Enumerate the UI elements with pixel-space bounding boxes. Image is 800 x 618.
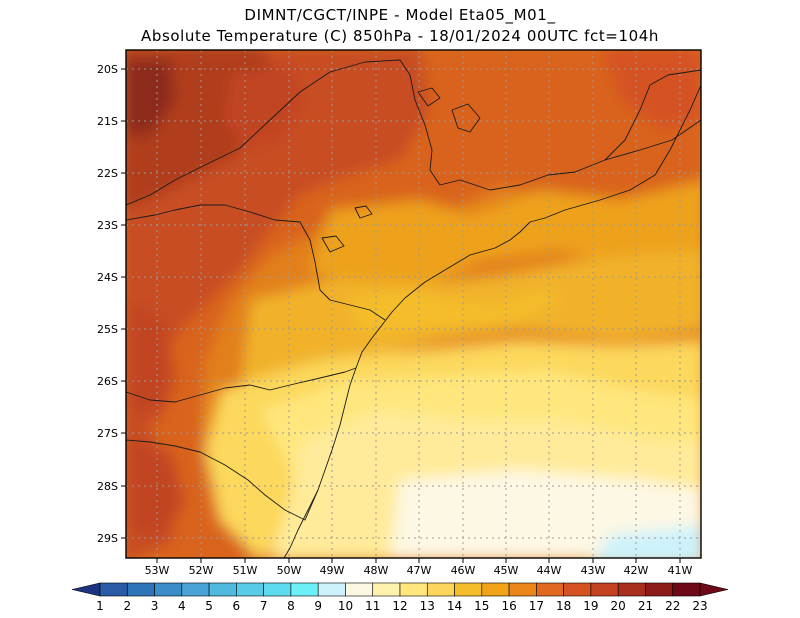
lon-label: 48W — [364, 564, 389, 577]
colorbar-label: 22 — [665, 599, 680, 613]
colorbar-swatch — [317, 582, 346, 597]
colorbar-label: 21 — [638, 599, 653, 613]
colorbar-label: 12 — [392, 599, 407, 613]
map-title-line1: DIMNT/CGCT/INPE - Model Eta05_M01_ — [244, 6, 556, 24]
lon-label: 45W — [494, 564, 519, 577]
lat-label: 25S — [97, 323, 118, 336]
colorbar: 1 2 3 4 5 6 7 8 9 10 11 12 13 14 15 16 17 18 19 20 21 22 23 — [71, 582, 729, 613]
colorbar-label: 18 — [556, 599, 571, 613]
lon-label: 50W — [277, 564, 302, 577]
map-frame — [125, 49, 702, 559]
colorbar-label: 2 — [123, 599, 131, 613]
colorbar-label: 8 — [287, 599, 295, 613]
colorbar-swatch — [454, 582, 483, 597]
colorbar-label: 14 — [447, 599, 462, 613]
lat-label: 22S — [97, 167, 118, 180]
state-border-rj-es — [604, 119, 701, 161]
colorbar-swatch — [236, 582, 264, 597]
colorbar-label: 5 — [205, 599, 213, 613]
latitude-axis: 20S 21S 22S 23S 24S 25S 26S 27S 28S 29S — [97, 63, 126, 545]
lat-label: 26S — [97, 375, 118, 388]
state-border-ms-pr — [126, 204, 201, 221]
colorbar-swatch — [617, 582, 646, 597]
colorbar-label: 15 — [474, 599, 489, 613]
colorbar-low-arrow — [71, 582, 101, 597]
colorbar-label: 1 — [96, 599, 104, 613]
lat-label: 20S — [97, 63, 118, 76]
colorbar-swatch — [208, 582, 237, 597]
colorbar-label: 7 — [260, 599, 268, 613]
colorbar-swatch — [181, 582, 210, 597]
colorbar-label: 17 — [529, 599, 544, 613]
colorbar-label: 10 — [338, 599, 353, 613]
colorbar-label: 9 — [314, 599, 322, 613]
colorbar-label: 23 — [692, 599, 707, 613]
gridlines — [126, 50, 701, 558]
lat-label: 29S — [97, 532, 118, 545]
colorbar-swatch — [399, 582, 428, 597]
colorbar-swatch — [99, 582, 128, 597]
longitude-axis: 53W 52W 51W 50W 49W 48W 47W 46W 45W 44W … — [145, 558, 693, 577]
colorbar-label: 19 — [583, 599, 598, 613]
coastline — [283, 84, 701, 558]
lat-label: 28S — [97, 480, 118, 493]
lon-label: 49W — [320, 564, 345, 577]
colorbar-swatch — [290, 582, 319, 597]
colorbar-label: 20 — [611, 599, 626, 613]
lon-label: 41W — [668, 564, 693, 577]
lon-label: 47W — [407, 564, 432, 577]
colorbar-swatch — [154, 582, 183, 597]
colorbar-high-arrow — [699, 582, 729, 597]
lon-label: 42W — [624, 564, 649, 577]
colorbar-label: 11 — [365, 599, 380, 613]
colorbar-swatch — [536, 582, 564, 597]
lat-label: 21S — [97, 115, 118, 128]
colorbar-label: 16 — [501, 599, 516, 613]
colorbar-swatch — [426, 582, 455, 597]
colorbar-label: 13 — [420, 599, 435, 613]
map-title-line2: Absolute Temperature (C) 850hPa - 18/01/… — [140, 27, 660, 45]
lat-label: 27S — [97, 427, 118, 440]
lon-label: 53W — [145, 564, 170, 577]
lon-label: 51W — [233, 564, 258, 577]
state-border-sp-pr — [200, 204, 386, 321]
lat-label: 23S — [97, 219, 118, 232]
colorbar-swatch — [263, 582, 292, 597]
lon-label: 44W — [537, 564, 562, 577]
colorbar-swatch — [563, 582, 592, 597]
lon-label: 46W — [451, 564, 476, 577]
colorbar-swatch — [645, 582, 674, 597]
colorbar-label: 3 — [151, 599, 159, 613]
colorbar-swatch — [481, 582, 510, 597]
colorbar-swatch — [508, 582, 537, 597]
colorbar-swatch — [345, 582, 374, 597]
lon-label: 43W — [581, 564, 606, 577]
lakes — [321, 87, 481, 253]
colorbar-label: 6 — [233, 599, 241, 613]
state-border-pr-sc — [126, 367, 357, 403]
lat-label: 24S — [97, 271, 118, 284]
colorbar-swatch — [126, 582, 155, 597]
colorbar-label: 4 — [178, 599, 186, 613]
state-border-sc-rs — [126, 439, 319, 521]
colorbar-swatch — [372, 582, 401, 597]
temperature-field — [126, 50, 701, 558]
colorbar-swatch — [672, 582, 701, 597]
colorbar-swatch — [590, 582, 619, 597]
state-border-mg-sp — [126, 59, 701, 206]
lon-label: 52W — [189, 564, 214, 577]
